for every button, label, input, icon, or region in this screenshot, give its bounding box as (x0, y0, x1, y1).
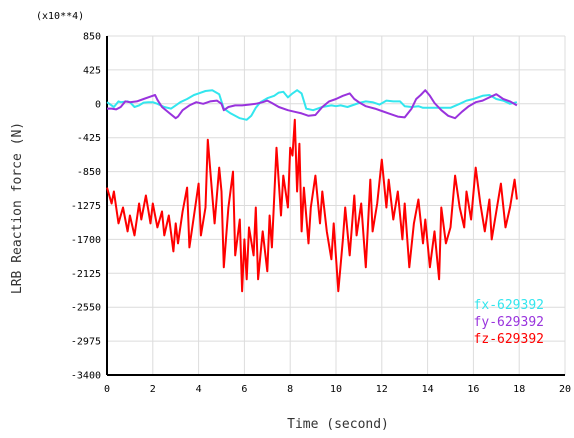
x-tick-label: 2 (150, 384, 156, 395)
series-line-fz-629392 (106, 118, 518, 293)
y-tick-label: -2125 (71, 269, 101, 280)
axes (106, 36, 565, 376)
x-tick-label: 18 (513, 384, 525, 395)
y-tick-labels: 850 425 0 -425 -850 -1275 -1700 -2125 -2550 -2975… (71, 32, 101, 382)
x-tick-labels: 0 2 4 6 8 10 12 14 16 18 20 (104, 384, 571, 395)
y-tick-label: -2550 (71, 303, 101, 314)
y-tick-label: -2975 (71, 337, 101, 348)
y-axis-title: LRB Reaction force (N) (10, 122, 25, 294)
y-tick-label: -850 (77, 167, 101, 178)
series-line-fy-629392 (107, 89, 518, 120)
x-tick-label: 8 (287, 384, 293, 395)
y-multiplier-label: (x10**4) (36, 11, 84, 22)
y-tick-label: -1275 (71, 201, 101, 212)
y-tick-label: 0 (95, 99, 101, 110)
x-tick-label: 12 (376, 384, 388, 395)
legend-entry-fy: fy-629392 (474, 315, 544, 330)
x-tick-label: 20 (559, 384, 571, 395)
legend-entry-fx: fx-629392 (474, 298, 544, 313)
y-tick-label: -1700 (71, 235, 101, 246)
legend: fx-629392 fy-629392 fz-629392 (474, 298, 544, 347)
series-group (106, 89, 518, 293)
x-tick-label: 10 (330, 384, 342, 395)
x-tick-label: 16 (467, 384, 479, 395)
grid (107, 35, 566, 375)
series-line-fx-629392 (106, 89, 518, 121)
y-tick-label: 425 (83, 65, 101, 76)
x-tick-label: 6 (241, 384, 247, 395)
x-tick-label: 4 (196, 384, 202, 395)
x-axis-title: Time (second) (287, 417, 389, 432)
legend-entry-fz: fz-629392 (474, 332, 544, 347)
y-tick-label: -3400 (71, 371, 101, 382)
x-tick-label: 0 (104, 384, 110, 395)
y-tick-label: -425 (77, 133, 101, 144)
y-tick-label: 850 (83, 32, 101, 43)
x-tick-label: 14 (422, 384, 434, 395)
